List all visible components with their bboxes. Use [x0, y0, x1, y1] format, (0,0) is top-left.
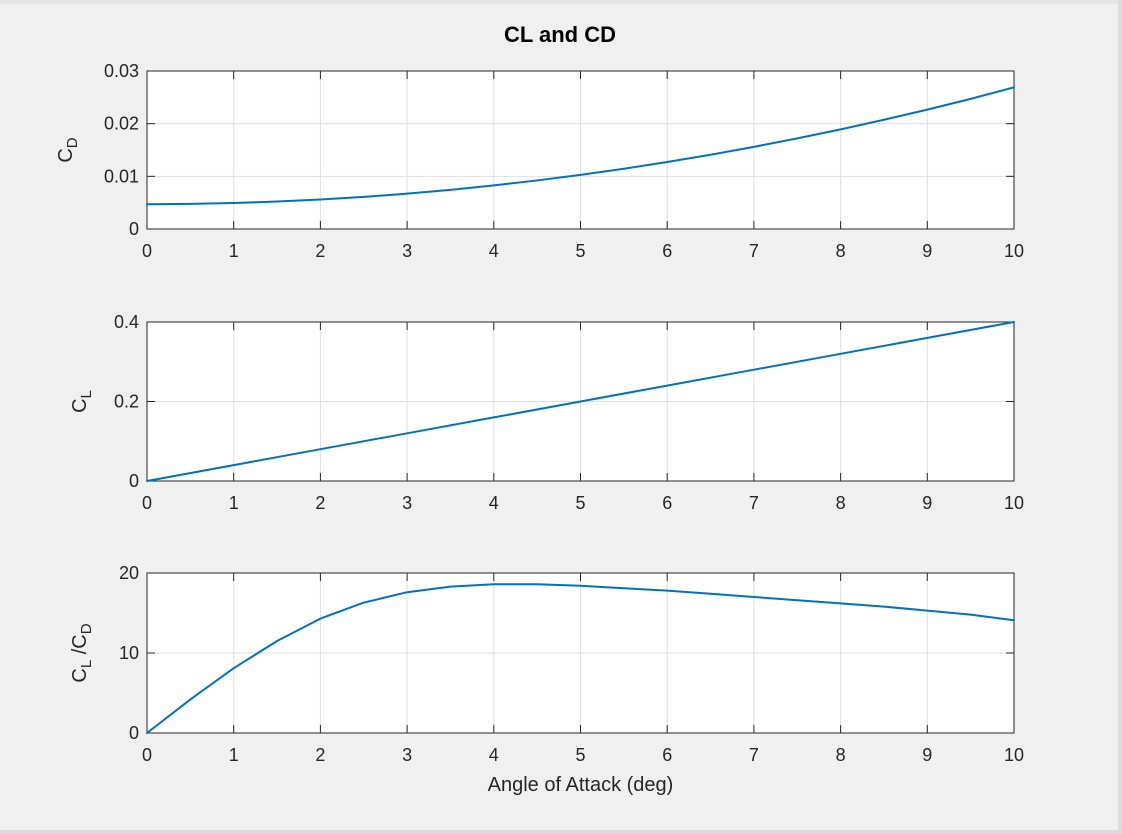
- x-tick-label: 3: [402, 241, 412, 261]
- series-line: [146, 86, 1015, 206]
- x-tick-label: 2: [315, 493, 325, 513]
- x-tick-label: 3: [402, 745, 412, 765]
- x-tick-label: 4: [489, 241, 499, 261]
- y-axis-label-text: C: [55, 148, 77, 162]
- x-tick-label: 6: [662, 241, 672, 261]
- x-tick-label: 1: [229, 241, 239, 261]
- x-tick-label: 8: [836, 493, 846, 513]
- y-tick-label: 10: [119, 643, 139, 663]
- y-tick-label: 0: [129, 219, 139, 239]
- window-bottom-edge: [0, 830, 1122, 834]
- subplot-1: 0 1 2 3 4 5 6 7 8 9 10 0 0.01 0.02 0.03 CD: [55, 61, 1024, 261]
- axes-box: [146, 572, 1015, 734]
- y-axis-label-subscript: L: [78, 390, 95, 398]
- x-tick-label: 8: [836, 745, 846, 765]
- subplot-2: 0 1 2 3 4 5 6 7 8 9 10 0 0.2 0.4 CL: [69, 312, 1024, 513]
- x-tick-label: 6: [662, 745, 672, 765]
- x-tick-label: 7: [749, 493, 759, 513]
- x-tick-label: 7: [749, 745, 759, 765]
- x-tick-label: 5: [575, 493, 585, 513]
- y-axis-label-subscript: D: [78, 623, 95, 634]
- y-tick-label: 0.4: [114, 312, 139, 332]
- y-tick-label: 20: [119, 563, 139, 583]
- y-axis-label-text: C: [69, 668, 91, 682]
- y-tick-label: 0: [129, 471, 139, 491]
- y-tick-label: 0: [129, 723, 139, 743]
- axes-box: [146, 70, 1015, 230]
- x-tick-label: 0: [142, 745, 152, 765]
- x-tick-label: 3: [402, 493, 412, 513]
- x-tick-label: 10: [1004, 493, 1024, 513]
- window-right-edge: [1118, 0, 1122, 834]
- x-tick-label: 6: [662, 493, 672, 513]
- y-tick-label: 0.03: [104, 61, 139, 81]
- y-axis-label: CD: [55, 137, 81, 162]
- x-tick-label: 0: [142, 493, 152, 513]
- subplot-3: 0 1 2 3 4 5 6 7 8 9 10 0 10 20 CL /CD Angle of Attack (…: [69, 563, 1024, 796]
- y-axis-label: CL /CD: [69, 623, 95, 682]
- x-tick-label: 7: [749, 241, 759, 261]
- x-tick-label: 2: [315, 745, 325, 765]
- x-tick-label: 5: [575, 241, 585, 261]
- x-tick-label: 10: [1004, 745, 1024, 765]
- x-tick-label: 9: [922, 241, 932, 261]
- y-tick-label: 0.01: [104, 166, 139, 186]
- y-axis-label-text: /C: [69, 634, 91, 660]
- x-tick-label: 4: [489, 493, 499, 513]
- y-axis-label-subscript: D: [64, 137, 81, 148]
- x-tick-label: 8: [836, 241, 846, 261]
- y-axis-label-text: C: [69, 398, 91, 412]
- x-axis-label: Angle of Attack (deg): [488, 774, 674, 796]
- x-tick-label: 4: [489, 745, 499, 765]
- series-line: [146, 321, 1015, 482]
- y-axis-label: CL: [69, 390, 95, 413]
- y-tick-label: 0.2: [114, 392, 139, 412]
- series-line: [146, 583, 1015, 734]
- y-tick-label: 0.02: [104, 114, 139, 134]
- window-top-strip: [0, 0, 1122, 4]
- x-tick-label: 0: [142, 241, 152, 261]
- x-tick-label: 9: [922, 745, 932, 765]
- axes-box: [146, 321, 1015, 482]
- figure-title: CL and CD: [504, 22, 616, 47]
- x-tick-label: 10: [1004, 241, 1024, 261]
- x-tick-label: 5: [575, 745, 585, 765]
- x-tick-label: 1: [229, 745, 239, 765]
- y-axis-label-subscript: L: [78, 660, 95, 668]
- x-tick-label: 9: [922, 493, 932, 513]
- x-tick-label: 1: [229, 493, 239, 513]
- x-tick-label: 2: [315, 241, 325, 261]
